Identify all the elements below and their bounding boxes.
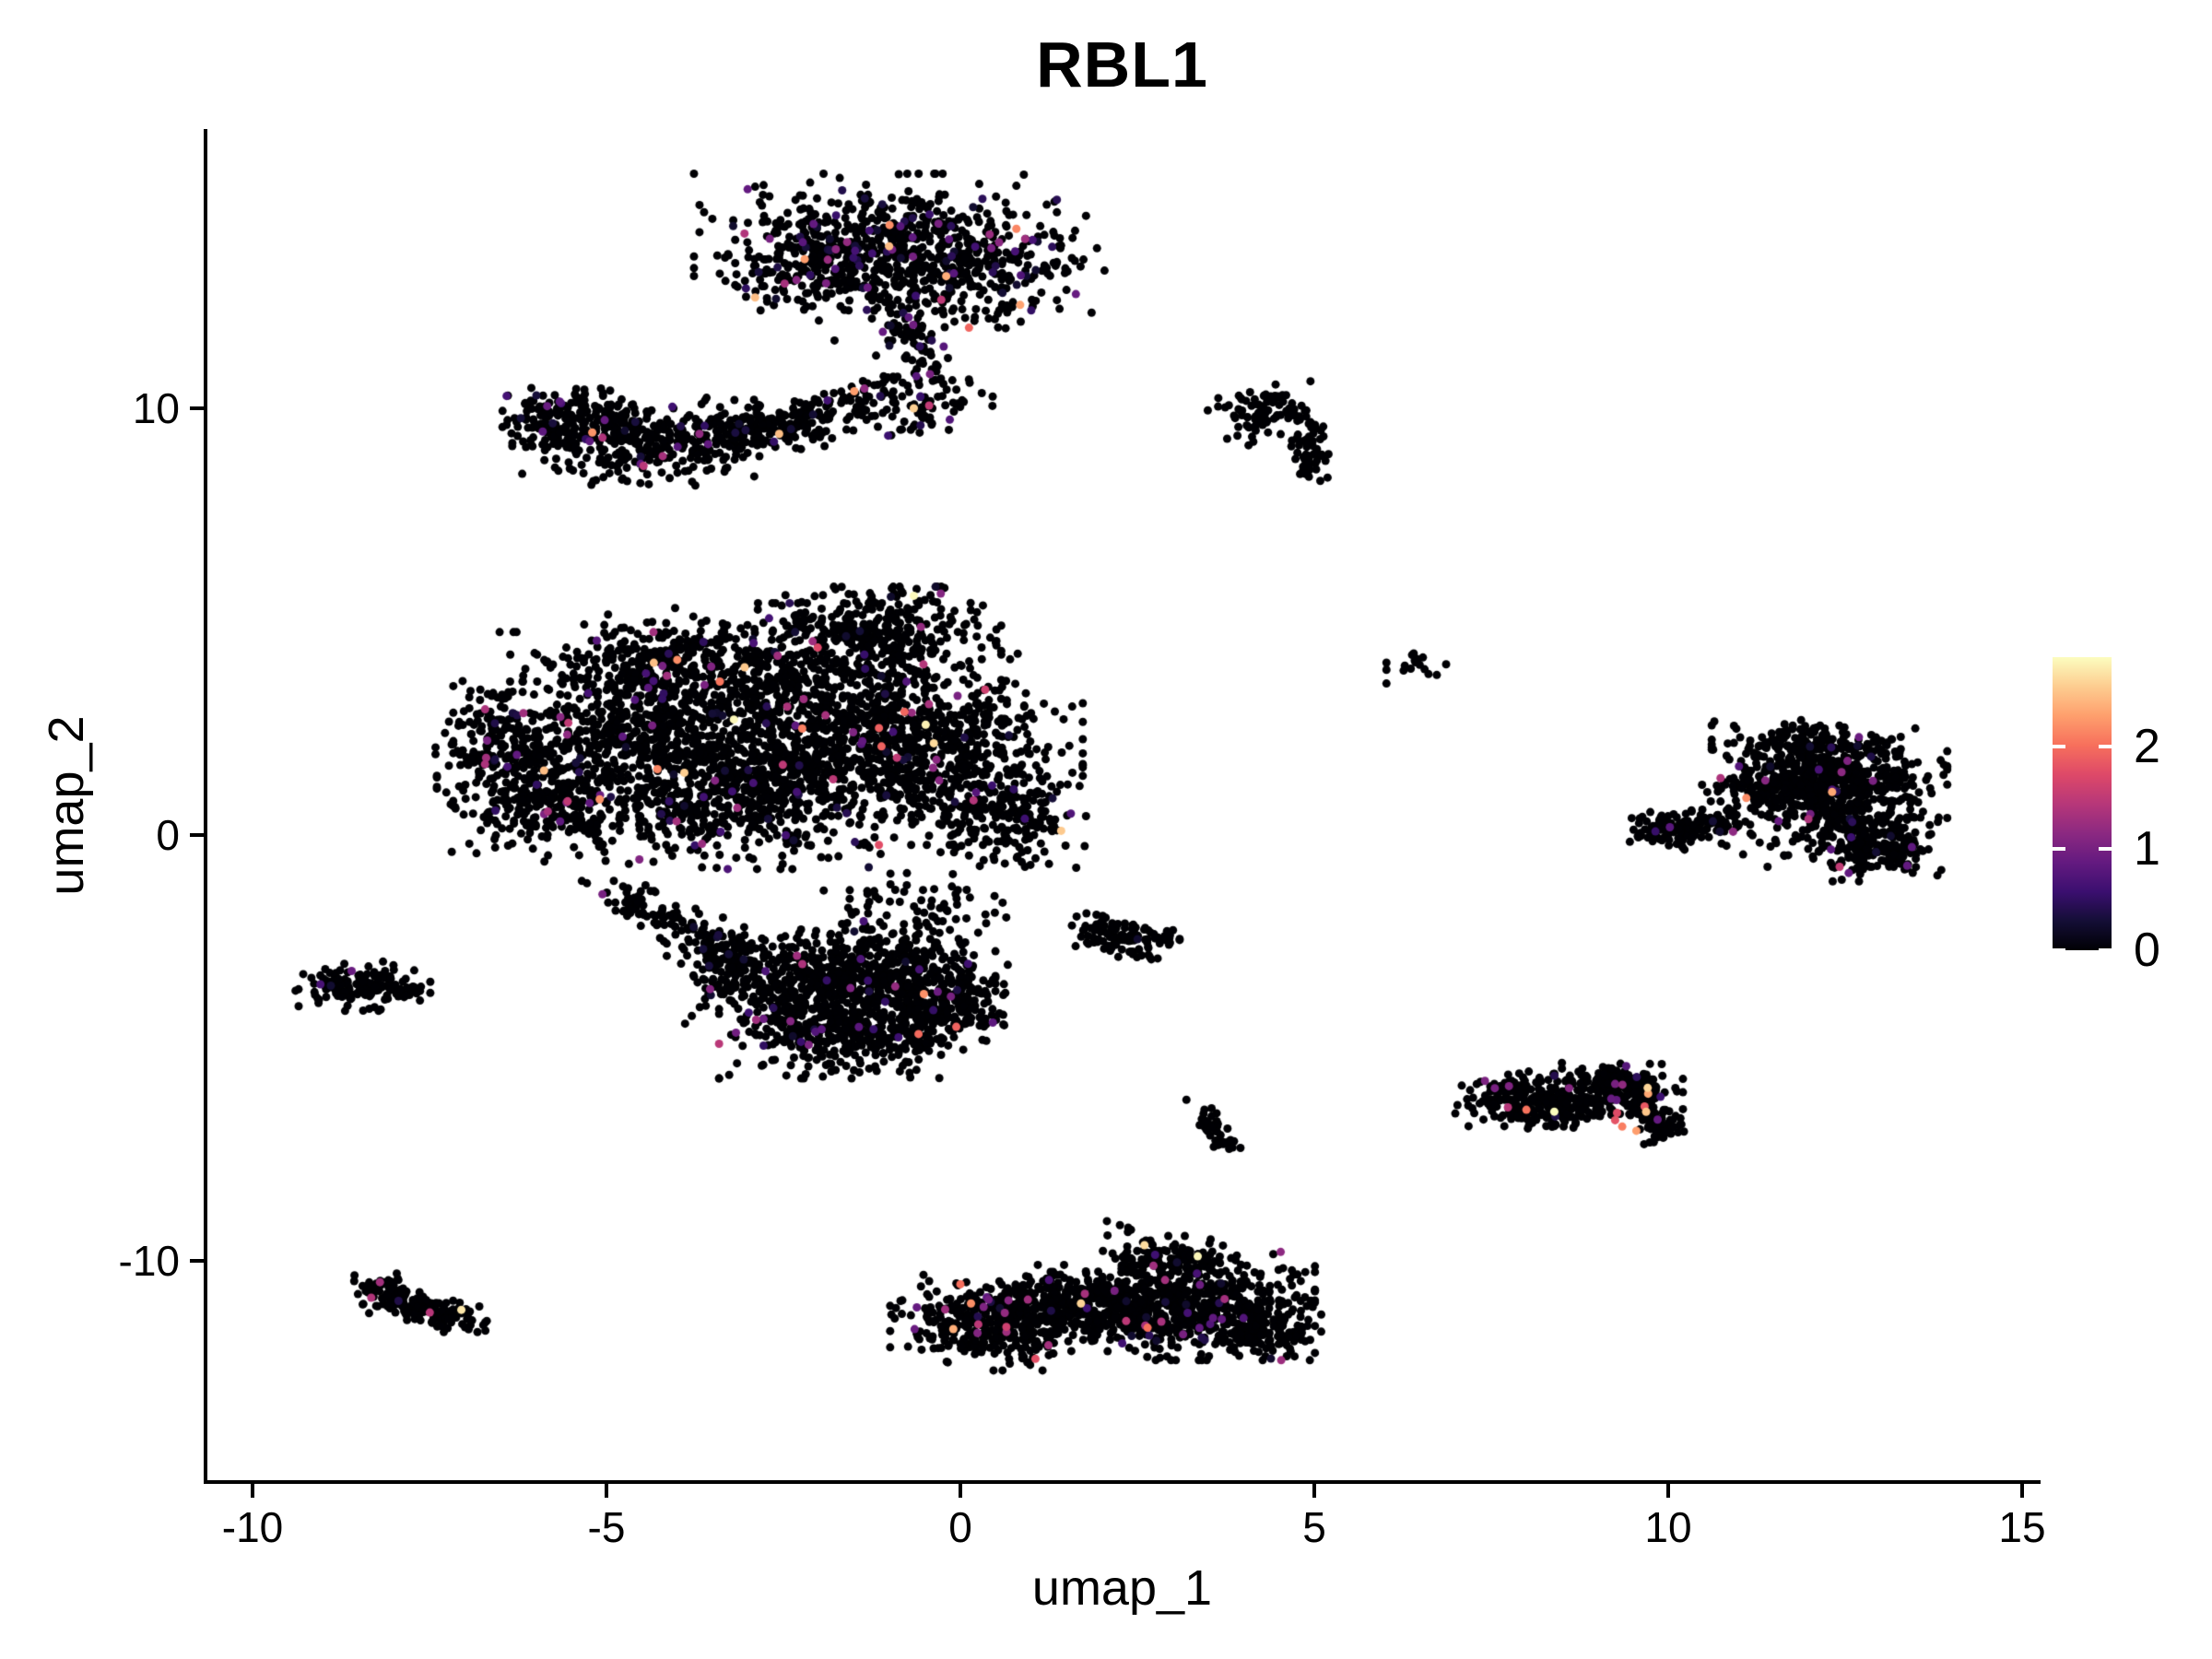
colorbar-tick-mark bbox=[2099, 948, 2112, 952]
x-tick-label: 10 bbox=[1644, 1503, 1692, 1551]
colorbar-tick-label: 0 bbox=[2134, 924, 2160, 977]
colorbar-tick-mark bbox=[2099, 745, 2112, 749]
x-tick-label: 15 bbox=[1998, 1503, 2046, 1551]
x-tick-label: -5 bbox=[587, 1503, 626, 1551]
colorbar-tick-label: 2 bbox=[2134, 720, 2160, 774]
colorbar-tick-mark bbox=[2053, 745, 2065, 749]
y-tick-mark bbox=[190, 1259, 204, 1263]
x-tick-mark bbox=[959, 1484, 962, 1498]
x-tick-mark bbox=[1312, 1484, 1316, 1498]
colorbar-gradient bbox=[2053, 657, 2112, 950]
y-axis-title: umap_2 bbox=[39, 715, 94, 896]
x-tick-mark bbox=[605, 1484, 608, 1498]
colorbar-tick-mark bbox=[2099, 846, 2112, 851]
y-tick-label: -10 bbox=[118, 1237, 180, 1285]
x-axis-line bbox=[204, 1480, 2041, 1484]
plot-title: RBL1 bbox=[1036, 29, 1208, 100]
y-tick-label: 10 bbox=[132, 384, 180, 432]
colorbar-tick-mark bbox=[2053, 948, 2065, 952]
x-tick-mark bbox=[1666, 1484, 1670, 1498]
colorbar-tick-mark bbox=[2053, 846, 2065, 851]
x-tick-label: 0 bbox=[948, 1503, 972, 1551]
y-tick-label: 0 bbox=[156, 810, 180, 859]
x-tick-mark bbox=[2020, 1484, 2024, 1498]
y-axis-line bbox=[204, 129, 207, 1484]
y-tick-mark bbox=[190, 832, 204, 837]
y-tick-mark bbox=[190, 406, 204, 410]
x-tick-label: -10 bbox=[221, 1503, 284, 1551]
x-tick-mark bbox=[251, 1484, 254, 1498]
colorbar-tick-label: 1 bbox=[2134, 821, 2160, 876]
x-tick-label: 5 bbox=[1302, 1503, 1326, 1551]
x-axis-title: umap_1 bbox=[1031, 1560, 1213, 1616]
